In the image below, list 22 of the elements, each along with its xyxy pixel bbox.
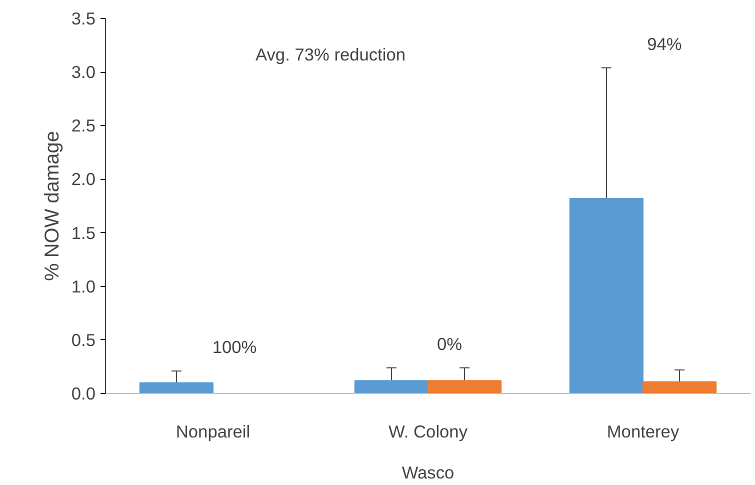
y-axis-title: % NOW damage	[41, 130, 64, 282]
x-tick-label: Monterey	[606, 422, 680, 442]
bar	[642, 381, 717, 394]
bar	[569, 198, 644, 394]
y-tick-label: 0.5	[71, 330, 96, 350]
y-tick-label: 1.0	[71, 276, 96, 296]
y-tick-label: 1.5	[71, 222, 96, 243]
bar	[428, 380, 502, 394]
y-tick-label: 3.5	[71, 8, 96, 28]
bar	[139, 382, 214, 394]
annotation: 0%	[436, 334, 462, 354]
bar	[354, 380, 428, 394]
y-tick-label: 2.5	[71, 116, 96, 136]
annotation: 94%	[647, 34, 682, 54]
x-tick-label: Nonpareil	[176, 422, 250, 442]
annotation: Avg. 73% reduction	[256, 44, 406, 64]
y-tick-label: 0.0	[71, 384, 96, 404]
x-axis-title: Wasco	[402, 462, 454, 482]
annotation: 100%	[212, 337, 257, 357]
y-tick-label: 3.0	[71, 62, 96, 82]
x-tick-label: W. Colony	[388, 422, 468, 442]
y-tick-label: 2.0	[71, 169, 96, 190]
